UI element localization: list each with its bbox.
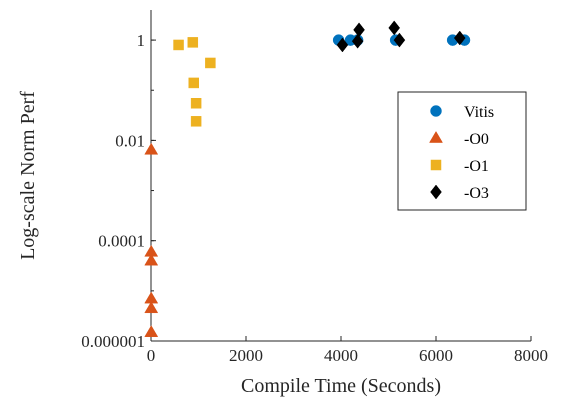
legend: Vitis -O0 -O1 -O3 xyxy=(397,91,527,211)
legend-marker xyxy=(430,105,442,117)
x-tick-label: 0 xyxy=(147,346,156,365)
data-point xyxy=(188,77,199,89)
series-o1 xyxy=(173,37,216,127)
legend-box xyxy=(397,91,527,211)
data-point xyxy=(190,116,202,127)
data-point xyxy=(393,32,406,48)
x-axis-label: Compile Time (Seconds) xyxy=(241,375,441,397)
data-point xyxy=(173,39,184,51)
data-point xyxy=(187,37,199,48)
axes: 0 2000 4000 6000 8000 0.000001 0.0001 0.01 1 Comp… xyxy=(17,10,548,397)
data-point xyxy=(205,57,216,69)
data-point xyxy=(353,22,365,38)
data-point xyxy=(388,20,401,36)
y-tick-label: 1 xyxy=(137,31,146,50)
legend-marker xyxy=(430,184,442,200)
data-point xyxy=(144,253,159,266)
legend-label: -O1 xyxy=(464,158,489,175)
x-tick-label: 2000 xyxy=(229,346,263,365)
legend-marker xyxy=(429,131,443,143)
data-point xyxy=(144,325,159,337)
y-tick-label: 0.01 xyxy=(115,131,145,150)
x-tick-label: 8000 xyxy=(514,346,548,365)
legend-marker xyxy=(430,159,442,171)
data-point xyxy=(351,33,364,49)
y-tick-label: 0.000001 xyxy=(81,332,145,351)
series-o3 xyxy=(336,20,466,53)
data-point xyxy=(144,142,159,155)
data-point xyxy=(336,37,349,53)
data-point xyxy=(453,30,466,46)
data-point xyxy=(190,98,202,109)
legend-label: -O0 xyxy=(464,131,489,148)
legend-label: Vitis xyxy=(464,104,494,121)
series-o0 xyxy=(144,142,159,337)
data-points xyxy=(144,20,471,337)
y-axis-label: Log-scale Norm Perf xyxy=(17,91,39,260)
x-tick-label: 6000 xyxy=(419,346,453,365)
data-point xyxy=(144,301,159,314)
x-tick-label: 4000 xyxy=(324,346,358,365)
y-tick-label: 0.0001 xyxy=(98,232,145,251)
legend-label: -O3 xyxy=(464,185,489,202)
